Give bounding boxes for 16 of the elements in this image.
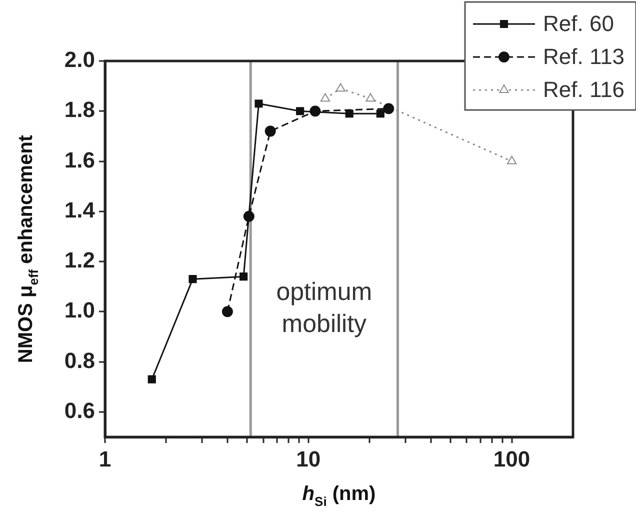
legend-label: Ref. 60: [543, 11, 614, 36]
y-tick-label: 1.0: [64, 298, 95, 323]
x-tick-label: 100: [493, 446, 530, 472]
y-tick-label: 1.6: [64, 147, 95, 172]
y-tick-label: 1.8: [64, 97, 95, 122]
y-axis-title: NMOS μeff enhancement: [15, 134, 41, 364]
y-tick-label: 1.2: [64, 248, 95, 273]
y-tick-label: 0.8: [64, 348, 95, 373]
y-tick-label: 0.6: [64, 398, 95, 423]
y-tick-label: 1.4: [64, 197, 96, 222]
legend-label: Ref. 113: [543, 44, 625, 70]
x-tick-label: 1: [98, 446, 112, 472]
annotation: optimum mobility: [276, 278, 372, 338]
legend-label: Ref. 116: [543, 77, 625, 102]
x-tick-label: 10: [296, 446, 321, 472]
y-tick-label: 2.0: [64, 47, 95, 72]
